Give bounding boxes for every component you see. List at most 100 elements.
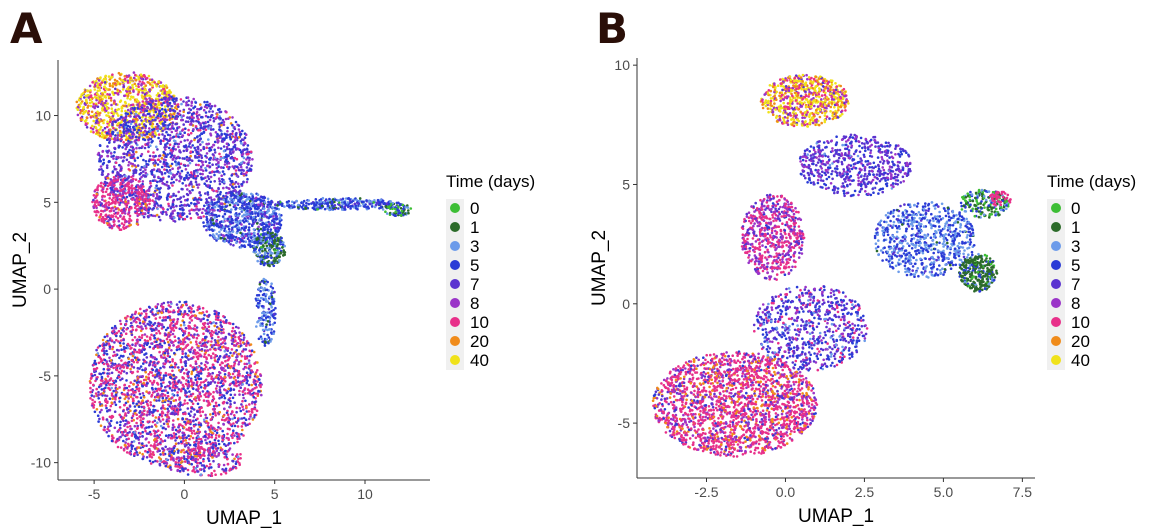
data-point (211, 456, 214, 459)
data-point (171, 423, 175, 427)
data-point (125, 319, 128, 323)
data-point (85, 116, 89, 119)
data-point (140, 426, 144, 429)
data-point (113, 324, 117, 328)
data-point (223, 349, 227, 353)
data-point (111, 415, 115, 419)
data-point (169, 305, 172, 309)
data-point (106, 145, 109, 148)
data-point (194, 125, 198, 128)
data-point (229, 399, 232, 403)
data-point (127, 397, 130, 400)
data-point (161, 396, 165, 400)
data-point (118, 367, 122, 370)
data-point (182, 468, 185, 471)
data-point (92, 395, 96, 398)
data-point (191, 392, 195, 396)
data-point (114, 393, 118, 397)
data-point (248, 376, 252, 379)
data-point (165, 307, 168, 311)
data-point (229, 388, 233, 392)
data-point (224, 320, 228, 324)
data-point (194, 180, 198, 184)
data-point (128, 385, 131, 388)
data-point (164, 148, 167, 151)
data-point (170, 212, 173, 215)
data-point (211, 415, 214, 419)
data-point (93, 410, 97, 414)
data-point (167, 146, 171, 150)
data-point (204, 343, 207, 347)
data-point (112, 354, 115, 358)
data-point (182, 439, 185, 443)
data-point (187, 412, 191, 416)
data-point (137, 90, 140, 94)
data-point (179, 436, 182, 440)
data-point (166, 194, 170, 197)
data-point (147, 377, 150, 381)
data-point (134, 112, 138, 116)
data-point (147, 305, 151, 309)
data-point (220, 331, 223, 335)
data-point (187, 204, 191, 207)
data-point (197, 317, 201, 321)
data-point (96, 131, 99, 134)
data-point (219, 157, 223, 160)
data-point (247, 359, 251, 362)
data-point (102, 362, 106, 366)
data-point (137, 446, 141, 449)
data-point (169, 319, 172, 322)
data-point (219, 166, 223, 169)
data-point (125, 371, 129, 375)
data-point (159, 115, 162, 118)
data-point (246, 373, 250, 377)
data-point (115, 112, 119, 115)
data-point (160, 431, 164, 434)
data-point (233, 329, 237, 333)
data-point (141, 417, 145, 421)
data-point (153, 81, 156, 84)
data-point (101, 109, 104, 112)
data-point (139, 416, 142, 419)
data-point (159, 366, 162, 370)
data-point (199, 473, 203, 476)
data-point (166, 90, 169, 94)
data-point (183, 178, 186, 182)
data-point (205, 441, 208, 445)
data-point (180, 305, 183, 309)
data-point (198, 408, 202, 411)
data-point (179, 360, 183, 364)
data-point (139, 380, 143, 384)
data-point (181, 437, 185, 440)
data-point (225, 165, 229, 168)
data-point (106, 102, 109, 105)
data-point (161, 404, 165, 407)
data-point (109, 365, 113, 369)
data-point (219, 321, 222, 324)
data-point (207, 426, 210, 429)
data-point (209, 442, 212, 446)
data-point (97, 361, 101, 365)
data-point (160, 414, 164, 418)
data-point (158, 332, 162, 335)
data-point (137, 115, 141, 118)
data-point (243, 161, 246, 165)
data-point (142, 158, 145, 162)
data-point (240, 403, 243, 406)
data-point (150, 333, 153, 337)
data-point (178, 179, 181, 183)
data-point (115, 364, 119, 367)
data-point (205, 152, 209, 155)
data-point (108, 84, 112, 88)
data-point (173, 154, 176, 158)
data-point (125, 132, 128, 135)
data-point (122, 134, 126, 137)
data-point (239, 386, 242, 390)
data-point (160, 98, 164, 101)
data-point (197, 421, 201, 425)
data-point (129, 115, 132, 118)
data-point (213, 410, 216, 414)
data-point (181, 431, 184, 435)
data-point (129, 427, 132, 431)
data-point (213, 309, 216, 313)
